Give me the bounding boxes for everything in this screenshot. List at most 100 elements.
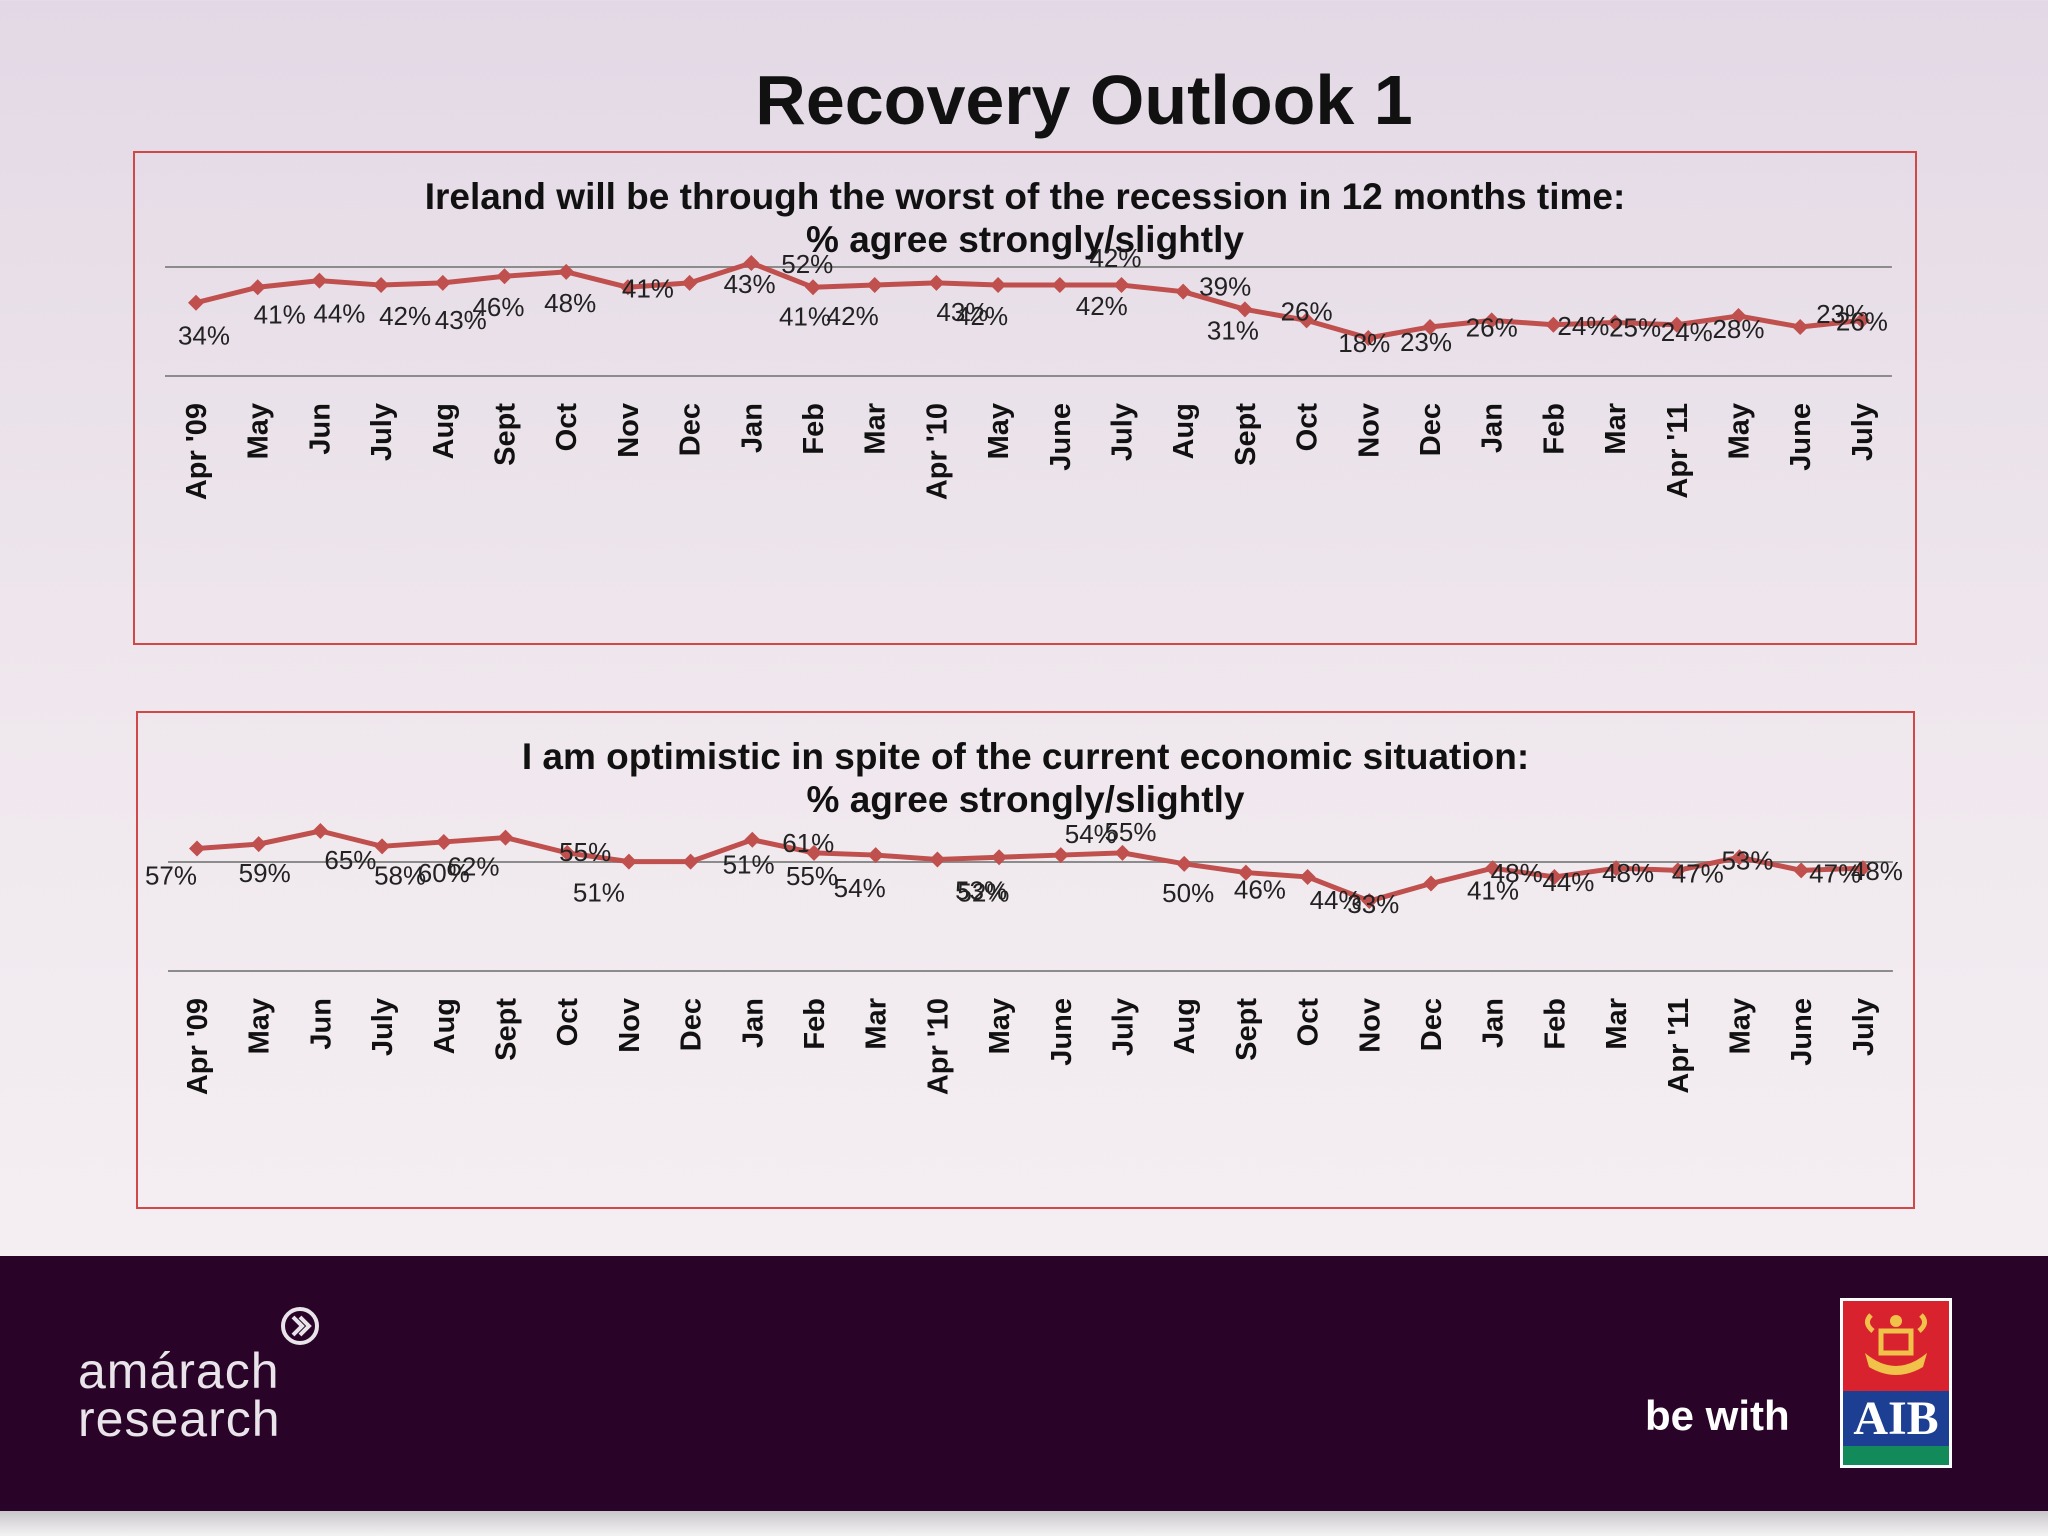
data-point-marker <box>249 279 266 296</box>
data-label: 43% <box>435 305 487 335</box>
data-label: 48% <box>1602 858 1654 888</box>
data-label: 43% <box>936 297 988 327</box>
data-label: 26% <box>1836 306 1888 336</box>
data-point-marker <box>435 833 452 850</box>
data-label: 43% <box>724 269 776 299</box>
x-tick-label: Mar <box>860 403 892 455</box>
x-tick-label: Aug <box>428 403 460 459</box>
data-label: 50% <box>1162 878 1214 908</box>
data-point-marker <box>1423 875 1439 892</box>
be-with-tagline: be with <box>1645 1392 1790 1439</box>
x-tick-label: June <box>1046 998 1078 1066</box>
x-tick-label: Nov <box>1354 998 1386 1053</box>
x-tick-label: Aug <box>1169 998 1201 1054</box>
data-label: 41% <box>779 301 831 331</box>
x-tick-label: Apr '09 <box>181 403 213 500</box>
data-point-marker <box>1854 860 1871 877</box>
data-label: 48% <box>544 288 596 318</box>
data-label: 44% <box>313 299 365 329</box>
data-label: 51% <box>723 850 775 880</box>
data-label: 47% <box>1672 858 1724 888</box>
data-label: 41% <box>1467 876 1519 906</box>
data-point-marker <box>866 277 883 294</box>
x-tick-label: Mar <box>1601 998 1633 1050</box>
data-point-marker <box>744 831 761 848</box>
x-tick-label: May <box>1724 403 1756 459</box>
footer-bar <box>0 1256 2048 1511</box>
data-label: 48% <box>1851 856 1903 886</box>
aib-logo: AIB <box>1840 1298 1952 1468</box>
data-label: 53% <box>1721 845 1773 875</box>
data-point-marker <box>1299 868 1316 885</box>
x-tick-label: July <box>1847 403 1879 461</box>
aib-blue-band <box>1843 1391 1949 1446</box>
x-tick-label: Sept <box>491 998 523 1061</box>
data-point-marker <box>558 263 575 280</box>
data-label: 52% <box>781 249 833 279</box>
data-label: 54% <box>834 873 886 903</box>
chart-panel-recession: Ireland will be through the worst of the… <box>133 151 1917 645</box>
amarach-wordmark-line1: amárach <box>78 1343 280 1399</box>
x-tick-label: July <box>1108 998 1140 1056</box>
data-label: 42% <box>956 301 1008 331</box>
data-point-marker <box>991 849 1008 866</box>
data-label: 41% <box>254 299 306 329</box>
data-label: 28% <box>1712 314 1764 344</box>
data-label: 44% <box>1310 885 1362 915</box>
data-point-marker <box>1608 860 1625 877</box>
x-tick-label: Dec <box>1415 403 1447 456</box>
data-point-marker <box>681 274 698 291</box>
data-label: 57% <box>145 861 197 891</box>
x-tick-label: Sept <box>1230 403 1262 466</box>
data-point-marker <box>620 853 637 870</box>
x-tick-label: July <box>1848 998 1880 1056</box>
data-point-marker <box>990 277 1007 294</box>
data-label: 18% <box>1338 328 1390 358</box>
x-tick-label: Feb <box>798 403 830 455</box>
chart-title-line1: I am optimistic in spite of the current … <box>521 736 1530 777</box>
data-point-marker <box>806 844 822 861</box>
data-label: 39% <box>1199 272 1251 302</box>
data-point-marker <box>867 847 884 864</box>
data-label: 46% <box>1234 875 1286 905</box>
x-tick-label: May <box>1725 998 1757 1054</box>
data-point-marker <box>619 279 636 296</box>
data-label: 55% <box>786 861 838 891</box>
aib-wordmark: AIB <box>1853 1392 1939 1445</box>
data-point-marker <box>743 255 760 271</box>
data-label: 47% <box>1809 858 1861 888</box>
x-tick-label: Jun <box>305 998 337 1050</box>
data-point-marker <box>1793 862 1810 879</box>
data-label: 51% <box>573 878 625 908</box>
x-tick-label: Mar <box>861 998 893 1050</box>
data-point-marker <box>1360 330 1377 346</box>
data-point-marker <box>189 840 205 857</box>
x-tick-label: Aug <box>429 998 461 1054</box>
data-point-marker <box>1483 312 1500 329</box>
data-point-marker <box>1113 277 1130 294</box>
data-label: 23% <box>1400 327 1452 357</box>
data-point-marker <box>682 853 699 870</box>
x-tick-label: Oct <box>552 998 584 1047</box>
data-label: 48% <box>1491 858 1543 888</box>
x-tick-label: Apr '11 <box>1663 998 1695 1094</box>
x-tick-label: May <box>983 403 1015 459</box>
x-tick-label: June <box>1786 998 1818 1066</box>
x-tick-label: July <box>367 998 399 1056</box>
data-point-marker <box>496 268 513 285</box>
x-tick-label: May <box>243 403 275 459</box>
data-label: 62% <box>447 852 499 882</box>
x-tick-label: Apr '11 <box>1662 403 1694 499</box>
data-point-marker <box>1607 314 1624 331</box>
x-tick-label: Jan <box>736 403 768 453</box>
data-label: 42% <box>1076 291 1128 321</box>
x-tick-label: Dec <box>675 403 707 456</box>
chevron-right-icon <box>281 1307 319 1345</box>
data-label: 44% <box>1542 867 1594 897</box>
chart-title-line1: Ireland will be through the worst of the… <box>424 176 1626 217</box>
x-tick-label: Oct <box>1293 998 1325 1047</box>
data-label: 54% <box>1065 819 1117 849</box>
data-point-marker <box>1545 316 1562 333</box>
x-tick-label: Apr '10 <box>921 403 953 500</box>
data-point-marker <box>1237 864 1254 881</box>
